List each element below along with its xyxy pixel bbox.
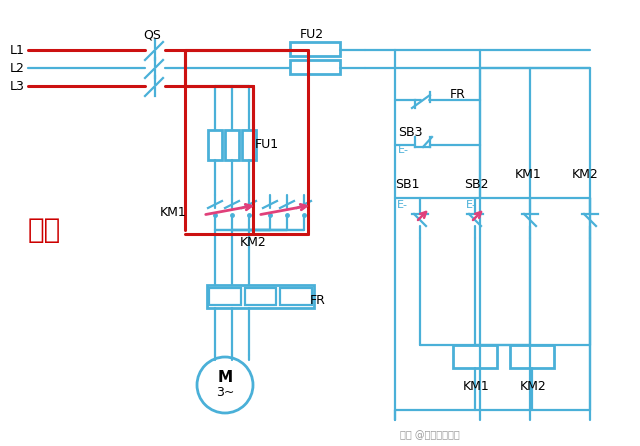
Circle shape — [197, 357, 253, 413]
Text: E-: E- — [466, 200, 477, 210]
Text: KM1: KM1 — [160, 206, 187, 219]
Text: L3: L3 — [10, 79, 25, 92]
Text: QS: QS — [143, 29, 161, 41]
Text: E-: E- — [397, 200, 408, 210]
Bar — [207, 285, 314, 308]
Text: SB1: SB1 — [395, 178, 419, 191]
Bar — [290, 60, 340, 74]
Text: SB3: SB3 — [398, 127, 422, 140]
Text: FU2: FU2 — [300, 29, 324, 41]
Text: L1: L1 — [10, 44, 25, 57]
Bar — [208, 130, 222, 160]
Bar — [209, 288, 241, 305]
Bar — [453, 345, 497, 368]
Text: KM2: KM2 — [240, 235, 267, 248]
Bar — [244, 288, 276, 305]
Text: E-: E- — [398, 145, 409, 155]
Text: FR: FR — [450, 88, 466, 102]
Bar — [242, 130, 256, 160]
Text: SB2: SB2 — [464, 178, 488, 191]
Bar — [280, 288, 312, 305]
Text: M: M — [218, 371, 232, 385]
Bar — [290, 42, 340, 56]
Text: 3~: 3~ — [216, 387, 234, 400]
Bar — [510, 345, 554, 368]
Text: 短路: 短路 — [28, 216, 61, 244]
Text: L2: L2 — [10, 62, 25, 74]
Text: FR: FR — [310, 293, 326, 306]
Text: KM2: KM2 — [520, 380, 547, 392]
Text: KM1: KM1 — [515, 169, 541, 182]
Text: KM1: KM1 — [463, 380, 490, 392]
Text: FU1: FU1 — [255, 139, 279, 152]
Bar — [225, 130, 239, 160]
Text: 头条 @老安电工速学: 头条 @老安电工速学 — [400, 430, 460, 440]
Text: KM2: KM2 — [572, 169, 599, 182]
